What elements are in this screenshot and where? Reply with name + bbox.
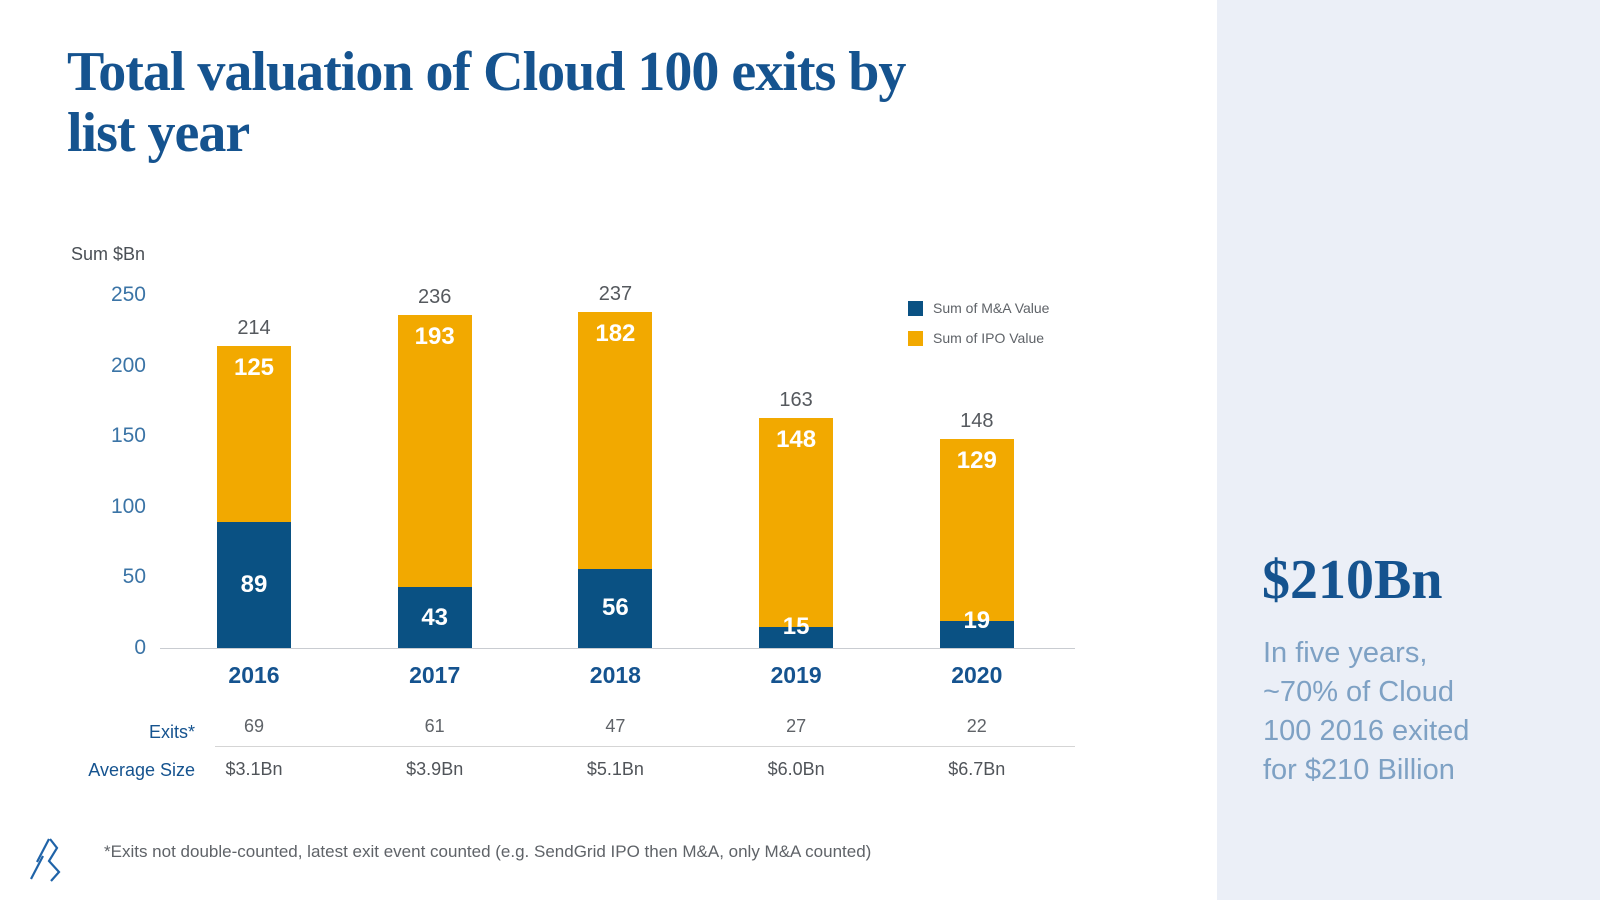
bar-value-ma: 56 [602, 594, 629, 622]
exits-value: 22 [966, 716, 987, 736]
legend-item: Sum of M&A Value [908, 300, 1049, 316]
bar-group: 19 129 148 [939, 410, 1014, 648]
bar-value-ma: 43 [421, 603, 449, 631]
exits-value: 61 [424, 716, 445, 736]
table-divider [215, 746, 1075, 747]
bar-value-ipo: 125 [233, 353, 275, 381]
legend-swatch [908, 330, 923, 346]
bar-total-label: 214 [237, 316, 271, 339]
exits-row-values: 69 61 47 27 22 [160, 716, 1075, 744]
bar-segment-ipo [578, 311, 653, 569]
average-size-value: $6.7Bn [948, 759, 1006, 779]
x-axis-year-label: 2020 [951, 662, 1003, 688]
bar-value-ma: 15 [782, 612, 810, 640]
bar-segment-ipo [759, 417, 834, 627]
bar-segment-ma [217, 522, 291, 648]
bar-segment-ipo [397, 314, 472, 588]
footnote: *Exits not double-counted, latest exit e… [104, 842, 872, 861]
x-axis-year-label: 2016 [228, 662, 280, 688]
x-axis-year-label: 2018 [589, 662, 641, 688]
bar-segment-ma [397, 587, 472, 648]
y-tick-label: 0 [134, 636, 146, 659]
legend: Sum of M&A Value Sum of IPO Value [908, 300, 1049, 360]
exits-value: 27 [786, 716, 807, 736]
bar-total-label: 237 [598, 282, 633, 305]
page-title: Total valuation of Cloud 100 exits by li… [67, 41, 906, 165]
bvp-slashes-logo-icon [30, 838, 61, 882]
x-axis-baseline [160, 648, 1075, 649]
x-axis-year-label: 2017 [409, 662, 461, 688]
bar-value-ipo: 193 [414, 322, 455, 350]
average-size-value: $3.9Bn [406, 759, 464, 779]
bar-group: 15 148 163 [759, 389, 834, 648]
bar-value-ipo: 182 [595, 319, 636, 347]
x-axis-labels: 2016 2017 2018 2019 2020 [160, 662, 1075, 690]
exits-value: 69 [243, 716, 265, 736]
bar-group: 89 125 214 [217, 317, 291, 648]
bar-value-ipo: 148 [776, 425, 817, 453]
bar-segment-ma [759, 626, 834, 648]
bar-value-ipo: 129 [956, 447, 997, 475]
y-tick-label: 100 [110, 494, 146, 518]
bar-value-ma: 19 [963, 607, 991, 635]
callout-headline: $210Bn [1262, 549, 1443, 611]
y-axis-ticks: 0 50 100 150 200 250 [60, 283, 146, 659]
average-size-row-label: Average Size [88, 760, 195, 780]
y-axis-title: Sum $Bn [71, 244, 146, 264]
legend-swatch [908, 300, 923, 316]
bar-segment-ipo [217, 345, 291, 523]
average-size-value: $3.1Bn [225, 759, 283, 779]
exits-row-label: Exits* [148, 722, 195, 742]
bar-segment-ma [939, 621, 1014, 648]
y-tick-label: 250 [110, 283, 146, 306]
legend-label: Sum of M&A Value [933, 300, 1050, 316]
average-size-value: $5.1Bn [586, 759, 644, 779]
bar-group: 56 182 237 [578, 283, 653, 648]
callout-sidebar: $210Bn In five years, ~70% of Cloud 100 … [1217, 0, 1600, 900]
exits-value: 47 [605, 716, 626, 736]
legend-label: Sum of IPO Value [933, 330, 1045, 346]
average-size-value: $6.0Bn [767, 759, 825, 779]
y-tick-label: 150 [110, 424, 146, 448]
bar-value-ma: 89 [240, 571, 268, 599]
callout-body: In five years, ~70% of Cloud 100 2016 ex… [1263, 637, 1470, 786]
x-axis-year-label: 2019 [770, 662, 822, 688]
legend-item: Sum of IPO Value [908, 330, 1049, 346]
bar-total-label: 148 [960, 410, 994, 433]
plot-area: 89 125 214 43 193 236 56 182 237 15 148 163 19 129 148 [160, 283, 1075, 649]
bar-segment-ma [578, 568, 653, 648]
bar-total-label: 236 [418, 285, 452, 308]
bar-total-label: 163 [779, 388, 813, 411]
y-tick-label: 200 [110, 353, 146, 377]
bar-group: 43 193 236 [397, 286, 472, 648]
y-tick-label: 50 [122, 565, 146, 589]
bar-segment-ipo [939, 439, 1014, 622]
average-size-row-values: $3.1Bn $3.9Bn $5.1Bn $6.0Bn $6.7Bn [160, 759, 1075, 787]
